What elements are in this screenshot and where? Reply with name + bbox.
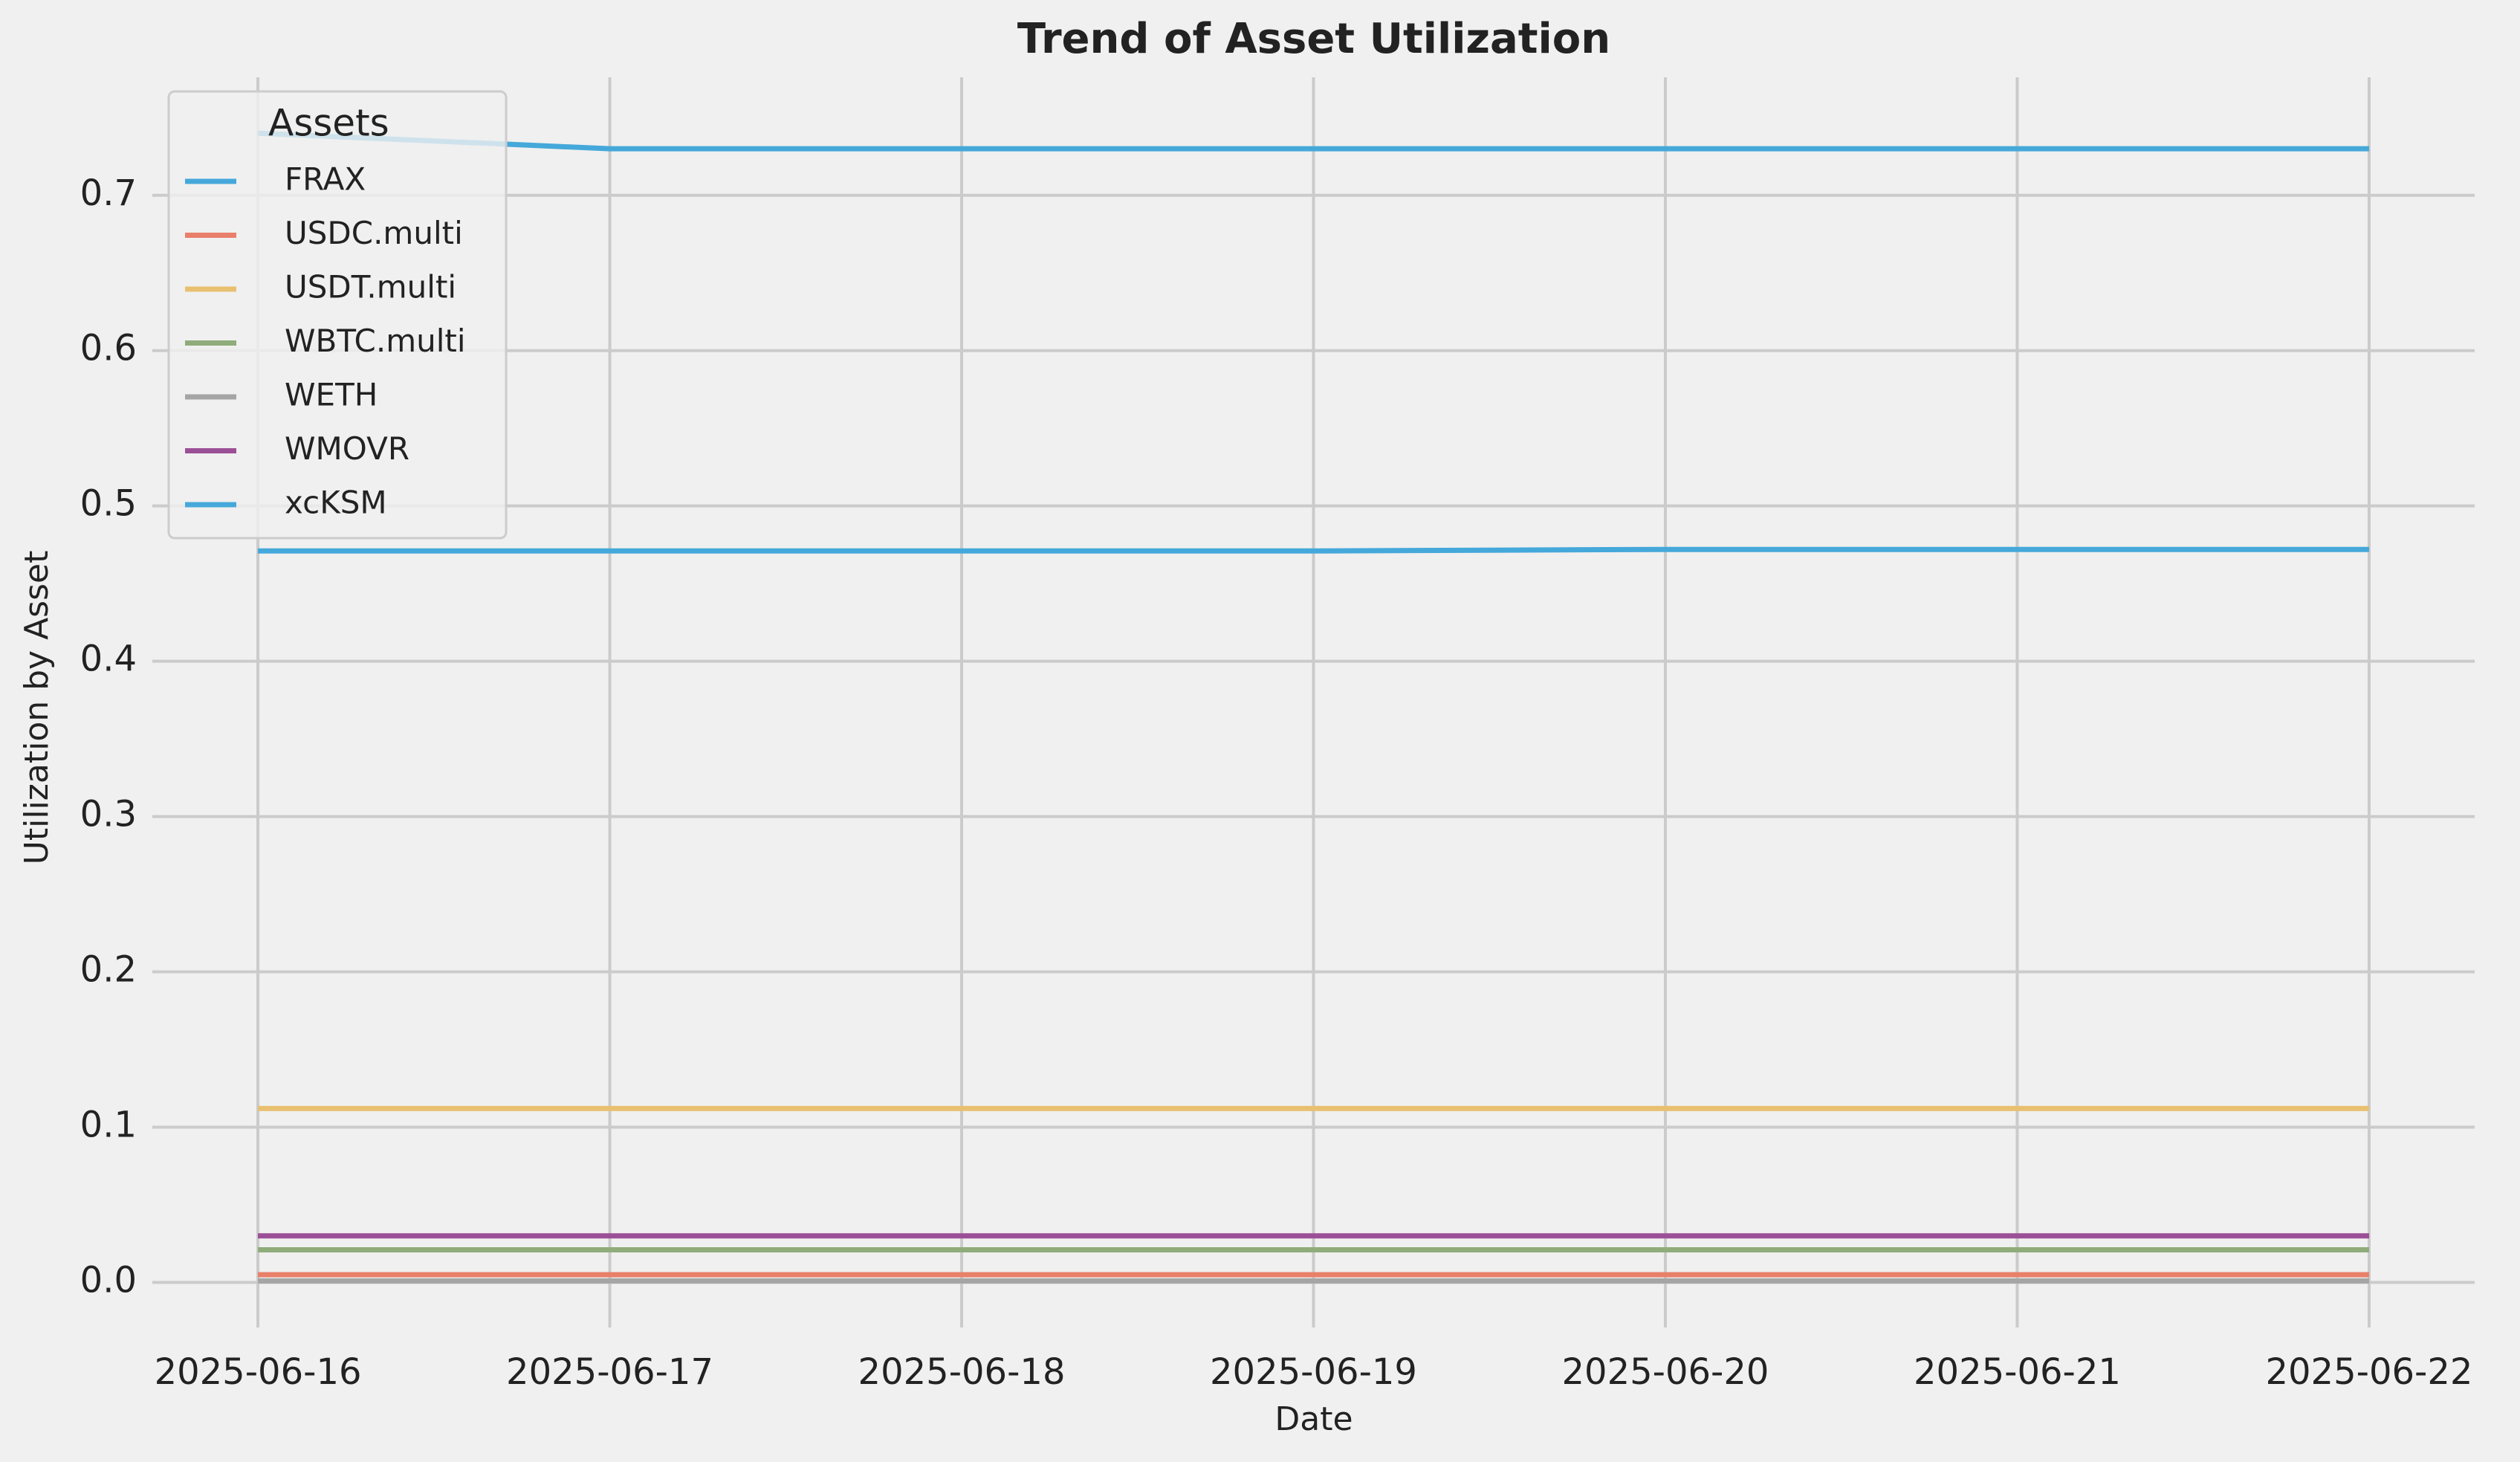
series-line	[258, 546, 2369, 554]
y-tick-label: 0.7	[80, 172, 137, 214]
x-tick-label: 2025-06-22	[2265, 1351, 2472, 1393]
y-tick-label: 0.2	[80, 949, 137, 991]
series-line	[257, 130, 2369, 152]
x-tick-label: 2025-06-16	[155, 1351, 362, 1393]
x-tick-label: 2025-06-18	[858, 1351, 1066, 1393]
legend-label: xcKSM	[285, 485, 387, 521]
legend-label: USDC.multi	[285, 215, 463, 251]
y-tick-label: 0.1	[80, 1104, 137, 1145]
legend-title: Assets	[268, 102, 389, 145]
lines	[257, 130, 2369, 1284]
x-tick-label: 2025-06-17	[506, 1351, 713, 1393]
x-tick-label: 2025-06-19	[1210, 1351, 1417, 1393]
legend-label: USDT.multi	[285, 269, 456, 305]
x-tick-label: 2025-06-20	[1562, 1351, 1769, 1393]
y-tick-label: 0.6	[80, 328, 137, 369]
y-tick-label: 0.0	[80, 1259, 137, 1301]
legend: Assets FRAX USDC.multi USDT.multi WBTC.multi…	[167, 90, 508, 540]
y-tick-label: 0.4	[80, 638, 137, 680]
legend-box	[167, 90, 508, 540]
y-axis-label: Utilization by Asset	[18, 551, 56, 865]
chart-title: Trend of Asset Utilization	[1017, 15, 1610, 63]
legend-label: FRAX	[285, 161, 366, 198]
y-tick-label: 0.5	[80, 483, 137, 525]
y-tick-label: 0.3	[80, 794, 137, 835]
legend-label: WETH	[285, 377, 378, 413]
x-axis-label: Date	[1274, 1400, 1353, 1438]
x-tick-label: 2025-06-21	[1914, 1351, 2121, 1393]
legend-label: WMOVR	[285, 430, 409, 467]
legend-label: WBTC.multi	[285, 323, 466, 359]
